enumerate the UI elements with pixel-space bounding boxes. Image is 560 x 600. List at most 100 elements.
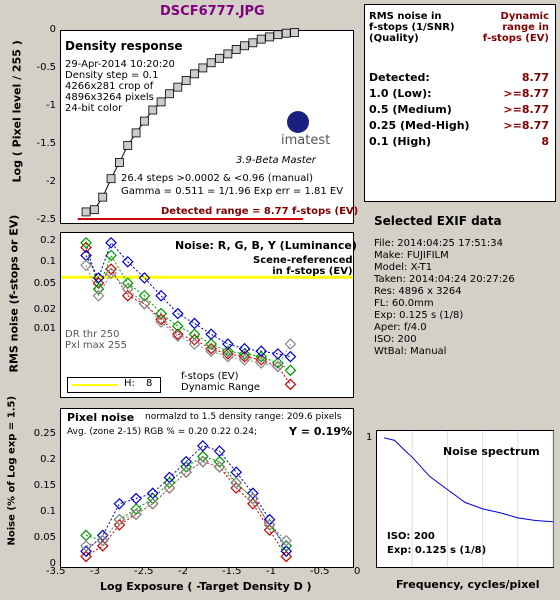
- density-title: Density response: [65, 39, 183, 53]
- pixel-xlabel: Log Exposure ( -Target Density D ): [100, 580, 312, 593]
- exif-row: Exp: 0.125 s (1/8): [374, 310, 464, 321]
- noise-point: [138, 272, 151, 284]
- dr-threshold-text: DR thr 250 Pxl max 255: [65, 329, 127, 351]
- noise-point: [238, 342, 251, 355]
- pixel-point: [213, 461, 226, 473]
- summary-head-left: RMS noise in f-stops (1/SNR) (Quality): [369, 11, 455, 44]
- noise-ytick: 0.05: [33, 278, 56, 289]
- legend-h: H:: [124, 378, 135, 389]
- summary-label: 0.25 (Med-High): [369, 119, 470, 132]
- pixel-xtick: -3: [90, 566, 100, 577]
- noise-series-Y: [85, 265, 291, 368]
- pixel-noise-chart: [80, 440, 293, 563]
- density-point: [81, 207, 91, 217]
- density-point: [98, 192, 108, 202]
- scene-referenced-text: Scene-referenced in f-stops (EV): [253, 255, 353, 277]
- steps-text: 26.4 steps >0.0002 & <0.96 (manual): [121, 173, 314, 184]
- pixel-xtick: -1.5: [222, 566, 242, 577]
- density-point: [281, 28, 291, 38]
- noise-spectrum-panel: Noise spectrum ISO: 200 Exp: 0.125 s (1/…: [376, 430, 554, 568]
- pixel-point: [263, 519, 276, 531]
- pixel-avg-text: Avg. (zone 2-15) RGB % = 0.20 0.22 0.24;: [67, 427, 257, 437]
- density-point: [181, 76, 191, 85]
- density-point: [131, 128, 141, 138]
- pixel-xtick: 0: [354, 566, 361, 577]
- noise-point: [121, 283, 134, 295]
- pixel-point: [247, 492, 259, 505]
- exif-row: Res: 4896 x 3264: [374, 286, 462, 297]
- pixel-xtick: -2.5: [134, 566, 154, 577]
- density-info-line: 4266x281 crop of: [65, 81, 154, 92]
- pixel-point: [80, 540, 92, 552]
- gamma-text: Gamma = 0.511 = 1/1.96 Exp err = 1.81 EV: [121, 186, 344, 197]
- noise-title: Noise: R, G, B, Y (Luminance): [175, 239, 357, 252]
- density-point: [273, 30, 283, 40]
- noise-point: [155, 316, 167, 328]
- density-ytick: -2: [46, 176, 56, 187]
- noise-point: [222, 350, 234, 363]
- density-ylabel: Log ( Pixel level / 255 ): [10, 40, 24, 183]
- legend-value: 8: [146, 378, 153, 389]
- exif-row: File: 2014:04:25 17:51:34: [374, 238, 504, 249]
- density-point: [123, 141, 133, 150]
- noise-point: [80, 241, 92, 254]
- legend-caption: f-stops (EV) Dynamic Range: [181, 371, 260, 393]
- spectrum-curve: [383, 437, 554, 523]
- pixel-ytick: 0.05: [33, 532, 56, 543]
- pixel-xtick: -1: [266, 566, 276, 577]
- noise-point: [272, 360, 284, 373]
- pixel-ytick: 0.1: [40, 506, 56, 517]
- density-point: [206, 58, 216, 68]
- exif-row: ISO: 200: [374, 334, 417, 345]
- summary-value: 8: [541, 135, 549, 148]
- noise-point: [188, 338, 201, 350]
- noise-point: [105, 236, 117, 249]
- noise-ytick: 0.1: [40, 256, 56, 267]
- pixel-point: [113, 519, 126, 531]
- pixel-ylabel: Noise (% of Log exp = 1.5): [6, 395, 18, 546]
- noise-point: [284, 350, 297, 363]
- pixel-point: [130, 508, 142, 521]
- summary-panel: RMS noise in f-stops (1/SNR) (Quality) D…: [364, 4, 556, 202]
- pixel-point: [163, 482, 176, 494]
- noise-point: [121, 277, 134, 289]
- density-point: [173, 82, 183, 92]
- pixel-series-Y: [85, 461, 287, 547]
- summary-label: Detected:: [369, 71, 430, 84]
- summary-value: >=8.77: [503, 87, 549, 100]
- pixel-norm-text: normalzd to 1.5 density range: 209.6 pix…: [145, 412, 342, 422]
- noise-point: [138, 289, 151, 302]
- pixel-point: [180, 461, 192, 473]
- noise-series-B: [85, 241, 291, 358]
- noise-point: [222, 338, 234, 350]
- noise-point: [284, 378, 297, 391]
- page-title: DSCF6777.JPG: [160, 4, 265, 19]
- noise-point: [155, 313, 167, 326]
- noise-ytick: 0.2: [40, 235, 56, 246]
- pixel-point: [247, 487, 259, 500]
- density-point: [223, 49, 233, 59]
- noise-point: [284, 364, 297, 377]
- noise-series-G: [85, 242, 291, 371]
- noise-point: [121, 255, 134, 268]
- noise-point: [121, 289, 134, 302]
- density-point: [115, 158, 124, 167]
- pixel-point: [280, 550, 293, 563]
- spectrum-title: Noise spectrum: [443, 445, 540, 458]
- logo-sphere-icon: [287, 111, 309, 133]
- density-ytick: -1.5: [36, 138, 56, 149]
- pixel-point: [96, 540, 109, 552]
- imatest-logo: imatest: [281, 111, 330, 148]
- spectrum-ytick: 1: [366, 432, 373, 443]
- density-response-panel: Density response 29-Apr-2014 10:20:20 Den…: [60, 28, 358, 224]
- noise-chart: [61, 236, 353, 391]
- pixel-point: [247, 497, 259, 510]
- noise-point: [188, 334, 201, 346]
- pixel-point: [230, 466, 243, 479]
- exif-row: Taken: 2014:04:24 20:27:26: [374, 274, 515, 285]
- noise-point: [255, 350, 268, 363]
- pixel-ytick: 0: [49, 558, 56, 569]
- pixel-noise-title: Pixel noise: [67, 411, 135, 424]
- density-info-line: 4896x3264 pixels: [65, 92, 154, 103]
- pixel-point: [130, 492, 142, 505]
